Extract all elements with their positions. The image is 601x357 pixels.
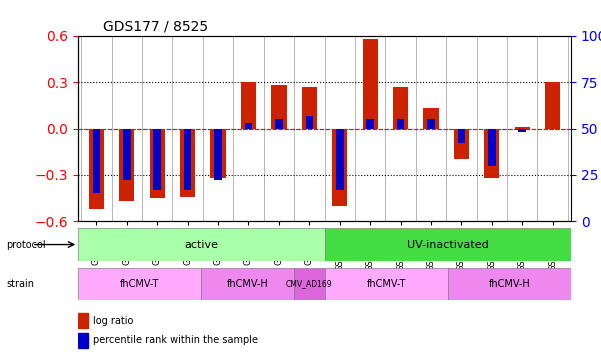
Bar xyxy=(210,129,225,178)
Bar xyxy=(215,129,222,181)
Bar xyxy=(245,123,252,129)
FancyBboxPatch shape xyxy=(201,268,294,300)
Bar xyxy=(362,39,378,129)
FancyBboxPatch shape xyxy=(448,268,571,300)
Bar xyxy=(93,129,100,193)
Text: log ratio: log ratio xyxy=(93,316,133,326)
Bar xyxy=(275,119,282,129)
Bar xyxy=(78,333,88,348)
Bar xyxy=(123,129,130,181)
Bar xyxy=(305,116,313,129)
Text: percentile rank within the sample: percentile rank within the sample xyxy=(93,336,258,346)
FancyBboxPatch shape xyxy=(325,228,571,261)
Text: GDS177 / 8525: GDS177 / 8525 xyxy=(103,19,208,33)
Text: CMV_AD169: CMV_AD169 xyxy=(286,279,332,288)
Text: fhCMV-T: fhCMV-T xyxy=(367,279,406,289)
Bar xyxy=(184,129,192,190)
Bar xyxy=(367,119,374,129)
Bar xyxy=(457,129,465,144)
Text: fhCMV-H: fhCMV-H xyxy=(227,279,269,289)
Bar xyxy=(180,129,195,197)
Bar xyxy=(78,313,88,328)
Text: UV-inactivated: UV-inactivated xyxy=(407,240,489,250)
FancyBboxPatch shape xyxy=(294,268,325,300)
Bar xyxy=(424,109,439,129)
Bar xyxy=(514,127,530,129)
Text: strain: strain xyxy=(6,279,34,289)
Bar xyxy=(89,129,104,209)
FancyBboxPatch shape xyxy=(78,228,325,261)
Text: fhCMV-H: fhCMV-H xyxy=(489,279,530,289)
Bar xyxy=(519,129,526,132)
Text: active: active xyxy=(185,240,218,250)
Bar xyxy=(336,129,344,190)
Bar xyxy=(427,119,435,129)
Bar xyxy=(454,129,469,160)
Text: protocol: protocol xyxy=(6,240,46,250)
FancyBboxPatch shape xyxy=(325,268,448,300)
Text: fhCMV-T: fhCMV-T xyxy=(120,279,159,289)
Bar xyxy=(150,129,165,198)
Bar xyxy=(153,129,161,190)
FancyBboxPatch shape xyxy=(78,268,201,300)
Bar xyxy=(397,119,404,129)
Bar xyxy=(332,129,347,206)
Bar xyxy=(302,87,317,129)
Bar xyxy=(545,82,560,129)
Bar xyxy=(241,82,256,129)
Bar xyxy=(393,87,408,129)
Bar xyxy=(484,129,499,178)
Bar xyxy=(271,85,287,129)
Bar xyxy=(488,129,496,166)
Bar xyxy=(119,129,135,201)
